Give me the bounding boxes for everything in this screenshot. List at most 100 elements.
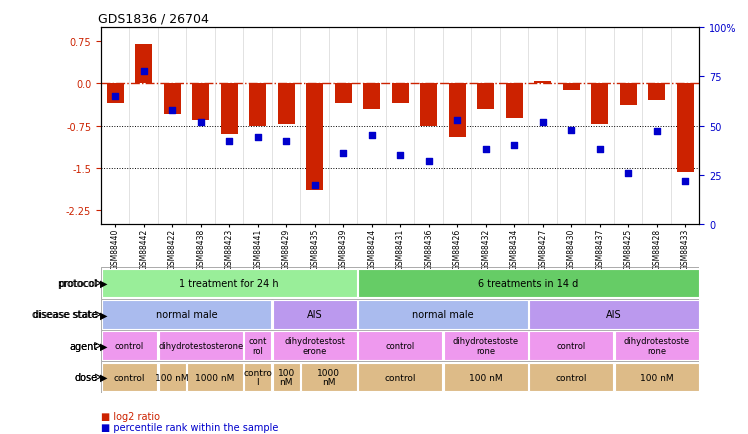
Bar [530, 363, 613, 391]
Bar [306, 84, 323, 191]
Point [479, 146, 491, 153]
Text: ▶: ▶ [100, 372, 108, 382]
Text: dose: dose [75, 372, 98, 382]
Text: dihydrotestost
erone: dihydrotestost erone [284, 337, 345, 355]
Text: dihydrotestoste
rone: dihydrotestoste rone [624, 337, 690, 355]
Point [366, 133, 378, 140]
Bar [615, 363, 699, 391]
Text: 100 nM: 100 nM [469, 373, 503, 381]
Point [536, 119, 548, 126]
Point [565, 127, 577, 134]
Text: 1000 nM: 1000 nM [195, 373, 235, 381]
Bar [278, 84, 295, 125]
Bar [107, 84, 123, 104]
Point [622, 170, 634, 177]
Bar [477, 84, 494, 109]
Bar [444, 363, 527, 391]
Point [223, 138, 235, 145]
Text: dose: dose [74, 372, 97, 382]
Point [651, 129, 663, 136]
Bar [301, 363, 357, 391]
Bar [449, 84, 466, 138]
Bar [615, 332, 699, 360]
Text: 1000
nM: 1000 nM [317, 368, 340, 386]
Point [138, 68, 150, 75]
Bar [102, 363, 157, 391]
Bar [192, 84, 209, 121]
Text: normal male: normal male [156, 310, 217, 319]
Text: control: control [115, 342, 144, 350]
Text: 100 nM: 100 nM [156, 373, 189, 381]
Bar [102, 300, 271, 329]
Bar [530, 332, 613, 360]
Point [252, 135, 264, 141]
Text: dihydrotestoste
rone: dihydrotestoste rone [453, 337, 518, 355]
Bar [135, 45, 153, 84]
Bar [358, 300, 527, 329]
Text: AIS: AIS [307, 310, 322, 319]
Point [679, 178, 691, 185]
Text: 6 treatments in 14 d: 6 treatments in 14 d [478, 279, 578, 288]
Text: control: control [556, 373, 587, 381]
Bar [273, 300, 357, 329]
Text: cont
rol: cont rol [248, 337, 267, 355]
Bar [273, 363, 300, 391]
Point [394, 152, 406, 159]
Bar [534, 82, 551, 84]
Bar [221, 84, 238, 135]
Text: ▶: ▶ [100, 279, 108, 288]
Bar [245, 332, 271, 360]
Text: ■ percentile rank within the sample: ■ percentile rank within the sample [101, 422, 278, 432]
Text: AIS: AIS [606, 310, 622, 319]
Bar [358, 269, 699, 298]
Point [166, 107, 178, 114]
Text: disease state: disease state [32, 310, 97, 319]
Text: normal male: normal male [412, 310, 473, 319]
Bar [187, 363, 242, 391]
Text: agent: agent [70, 341, 98, 351]
Point [194, 119, 206, 126]
Point [451, 117, 463, 124]
Point [337, 150, 349, 157]
Bar [159, 363, 186, 391]
Text: control: control [557, 342, 586, 350]
Bar [619, 84, 637, 105]
Point [109, 93, 121, 100]
Bar [245, 363, 271, 391]
Text: control: control [385, 342, 415, 350]
Bar [444, 332, 527, 360]
Text: control: control [384, 373, 416, 381]
Text: dihydrotestosterone: dihydrotestosterone [158, 342, 243, 350]
Bar [392, 84, 408, 104]
Text: protocol: protocol [58, 279, 97, 288]
Point [280, 138, 292, 145]
Bar [358, 332, 442, 360]
Bar [420, 84, 438, 126]
Text: 1 treatment for 24 h: 1 treatment for 24 h [180, 279, 279, 288]
Text: control: control [114, 373, 145, 381]
Text: agent: agent [69, 341, 97, 351]
Bar [334, 84, 352, 104]
Text: 100 nM: 100 nM [640, 373, 673, 381]
Bar [648, 84, 665, 101]
Point [309, 182, 321, 189]
Bar [363, 84, 380, 109]
Bar [273, 332, 357, 360]
Bar [249, 84, 266, 126]
Text: contro
l: contro l [243, 368, 272, 386]
Bar [164, 84, 181, 115]
Point [594, 146, 606, 153]
Bar [159, 332, 242, 360]
Text: 100
nM: 100 nM [278, 368, 295, 386]
Text: disease state: disease state [33, 310, 98, 319]
Bar [102, 332, 157, 360]
Text: GDS1836 / 26704: GDS1836 / 26704 [98, 13, 209, 26]
Text: ▶: ▶ [100, 310, 108, 319]
Bar [562, 84, 580, 91]
Bar [102, 269, 357, 298]
Point [508, 142, 520, 149]
Bar [591, 84, 608, 125]
Text: ▶: ▶ [100, 341, 108, 351]
Bar [358, 363, 442, 391]
Point [423, 158, 435, 165]
